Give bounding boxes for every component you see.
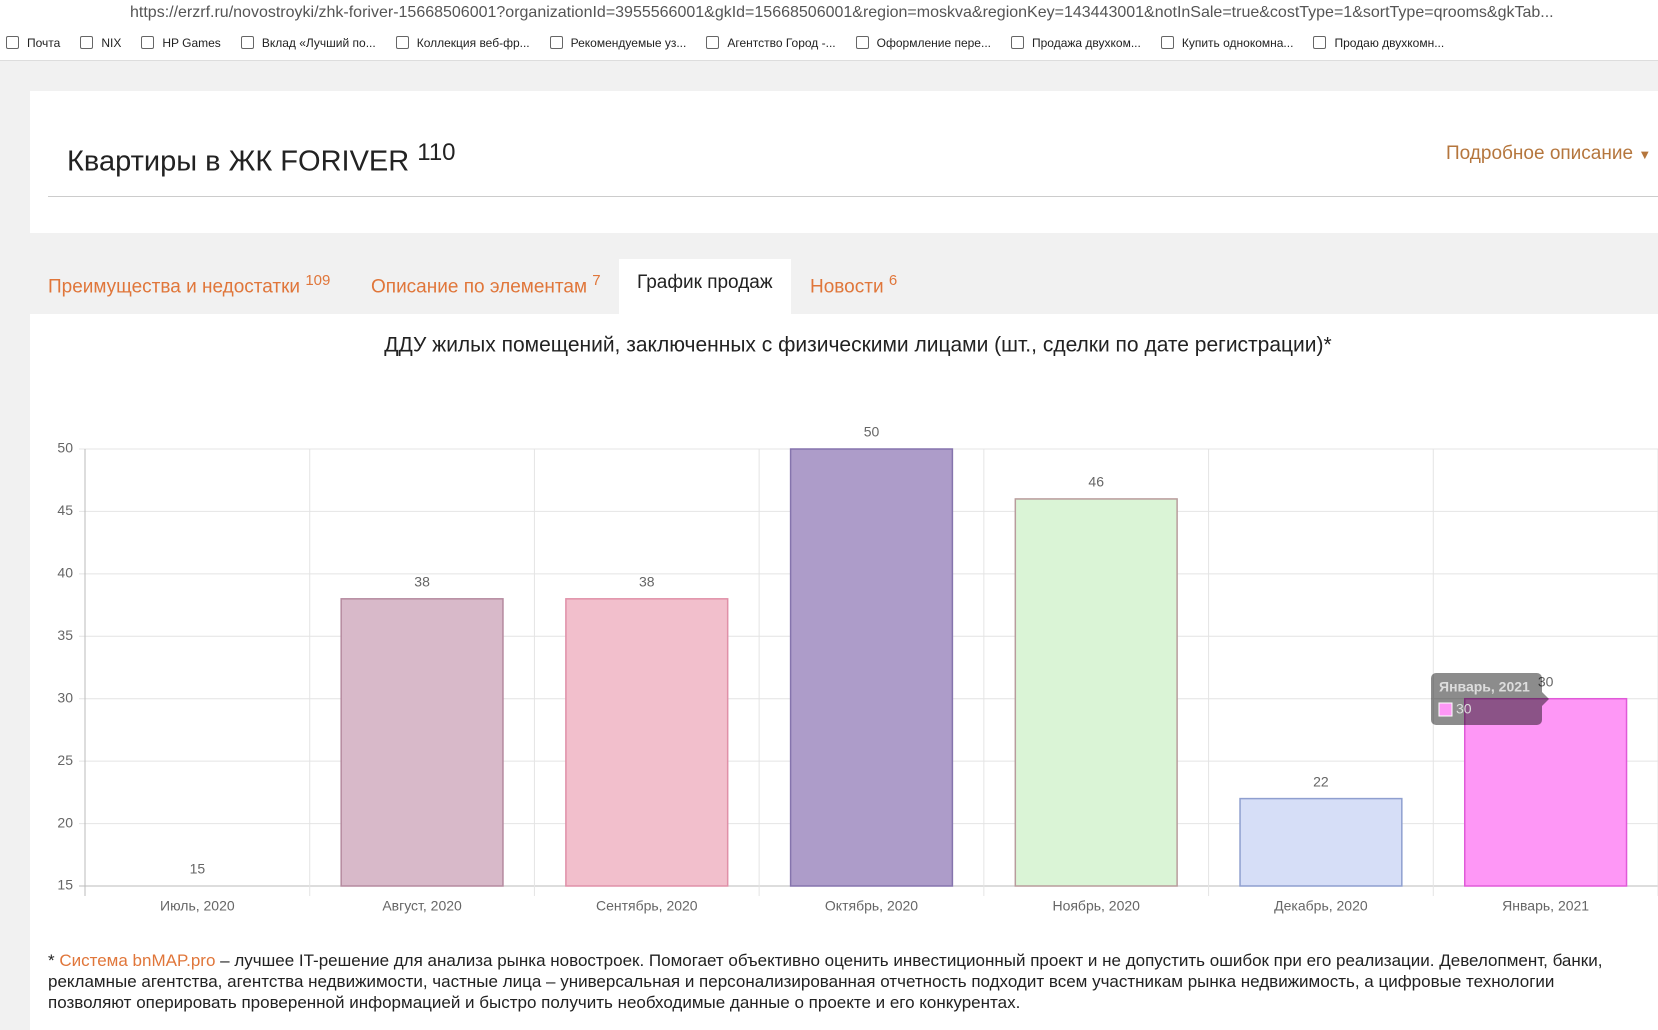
tab-label[interactable]: График продаж [637, 272, 773, 293]
tooltip-box [1431, 673, 1542, 725]
header-title: Квартиры в ЖК FORIVER 110 [67, 139, 456, 179]
tab-count: 7 [592, 272, 601, 289]
value-label: 50 [864, 424, 880, 440]
tab-active[interactable]: График продаж [637, 272, 773, 294]
tab-label[interactable]: Описание по элементам [371, 276, 588, 298]
title: Квартиры в ЖК FORIVER [67, 145, 410, 178]
tab[interactable]: Описание по элементам 7 [371, 272, 601, 298]
tab-count: 6 [888, 272, 898, 289]
bookmark[interactable]: Рекомендуемые уз... [550, 36, 687, 50]
y-tick-label: 30 [57, 689, 73, 705]
bar [1463, 697, 1628, 887]
tab[interactable]: Новости 6 [810, 272, 897, 298]
x-tick-label: Август, 2020 [382, 898, 462, 914]
tooltip-value: 30 [1456, 701, 1472, 717]
value-label: 38 [414, 574, 430, 590]
more-link[interactable]: Подробное описание ▼ [1446, 143, 1652, 164]
x-tick-label: Ноябрь, 2020 [1052, 898, 1140, 914]
y-tick-label: 15 [57, 877, 73, 893]
star: * [48, 951, 55, 970]
link[interactable]: Система bnMAP.pro [59, 951, 216, 970]
bookmark[interactable]: Вклад «Лучший по... [241, 36, 376, 50]
browser-bar: https://erzrf.ru/novostroyki/zhk-foriver… [0, 0, 1658, 61]
y-tick-label: 25 [57, 752, 73, 768]
x-tick-label: Июль, 2020 [160, 898, 235, 914]
bar [1014, 498, 1178, 887]
bookmark[interactable]: NIX [80, 36, 121, 50]
active-tab-bg [619, 259, 791, 315]
tab-label[interactable]: Преимущества и недостатки [48, 276, 301, 298]
tab[interactable]: Преимущества и недостатки 109 [48, 272, 330, 298]
bookmark[interactable]: Оформление пере... [856, 36, 991, 50]
tooltip-swatch [1438, 702, 1453, 717]
bar [340, 598, 504, 887]
x-tick-label: Декабрь, 2020 [1274, 898, 1368, 914]
more[interactable]: Подробное описание [1446, 143, 1634, 164]
bookmark[interactable]: Почта [6, 36, 60, 50]
bookmark[interactable]: HP Games [141, 36, 220, 50]
value-label: 46 [1088, 474, 1104, 490]
tooltip: Январь, 2021 30 [1431, 673, 1549, 725]
count: 110 [417, 139, 456, 166]
bookmarks: Почта NIX HP Games Вклад «Лучший по... Колле… [0, 36, 1444, 50]
divider [48, 196, 1658, 197]
tab-count: 109 [305, 272, 331, 289]
x-tick-label: Сентябрь, 2020 [596, 898, 698, 914]
tooltip-title: Январь, 2021 [1439, 679, 1530, 695]
y-tick-label: 20 [57, 814, 73, 830]
value-label: 15 [190, 861, 206, 877]
bar [1239, 797, 1403, 887]
tooltip-arrow [1542, 692, 1549, 706]
value-label: 30 [1538, 673, 1554, 689]
bookmark[interactable]: Продажа двухком... [1011, 36, 1141, 50]
tab-label[interactable]: Новости [810, 276, 884, 298]
bookmark[interactable]: Купить однокомна... [1161, 36, 1294, 50]
url[interactable]: https://erzrf.ru/novostroyki/zhk-foriver… [130, 4, 1554, 21]
x-tick-label: Январь, 2021 [1502, 898, 1589, 914]
bookmark[interactable]: Продаю двухкомн... [1313, 36, 1444, 50]
y-tick-label: 50 [57, 440, 73, 456]
bookmark[interactable]: Коллекция веб-фр... [396, 36, 530, 50]
footnote-text: – лучшее IT-решение для анализа рынка но… [48, 951, 1603, 1012]
y-tick-label: 40 [57, 565, 73, 581]
bookmark[interactable]: Агентство Город -... [706, 36, 835, 50]
y-tick-label: 45 [57, 502, 73, 518]
header-card: Квартиры в ЖК FORIVER 110 Подробное опис… [30, 91, 1658, 233]
footnote: * Система bnMAP.pro – лучшее IT-решение … [48, 950, 1623, 1013]
y-tick-label: 35 [57, 627, 73, 643]
bar [789, 448, 954, 887]
value-label: 22 [1313, 773, 1329, 789]
x-tick-label: Октябрь, 2020 [825, 898, 918, 914]
bar [565, 598, 729, 887]
value-label: 38 [639, 574, 655, 590]
chart-title: ДДУ жилых помещений, заключенных с физич… [384, 334, 1331, 357]
